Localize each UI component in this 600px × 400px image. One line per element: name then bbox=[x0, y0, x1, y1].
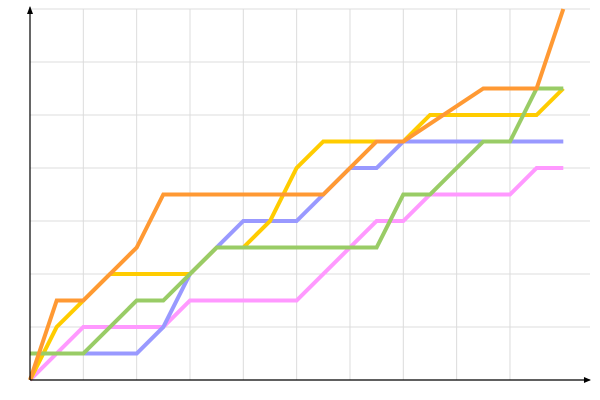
series-line-2 bbox=[30, 139, 564, 356]
series-line-5 bbox=[28, 8, 566, 381]
series-line-4 bbox=[30, 86, 564, 356]
series-group bbox=[28, 8, 566, 382]
series-line-1 bbox=[28, 166, 564, 382]
x-axis-arrow-icon bbox=[583, 377, 591, 383]
axes bbox=[27, 6, 591, 383]
y-axis-arrow-icon bbox=[27, 6, 33, 14]
